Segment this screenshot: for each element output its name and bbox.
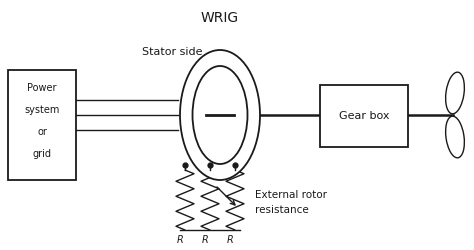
Text: Power: Power: [27, 83, 57, 93]
Ellipse shape: [180, 50, 260, 180]
Ellipse shape: [192, 66, 247, 164]
Text: or: or: [37, 127, 47, 137]
Text: system: system: [24, 105, 60, 115]
Text: External rotor: External rotor: [255, 190, 327, 200]
Text: grid: grid: [33, 149, 52, 159]
Ellipse shape: [446, 72, 465, 114]
Bar: [8, 70, 76, 180]
Text: R: R: [227, 235, 233, 245]
Ellipse shape: [446, 116, 465, 158]
Text: resistance: resistance: [255, 205, 309, 215]
Text: Stator side: Stator side: [142, 47, 202, 57]
Text: R: R: [177, 235, 183, 245]
Text: R: R: [201, 235, 209, 245]
Text: Gear box: Gear box: [339, 111, 389, 121]
Text: WRIG: WRIG: [201, 11, 239, 25]
Bar: [320, 85, 408, 147]
